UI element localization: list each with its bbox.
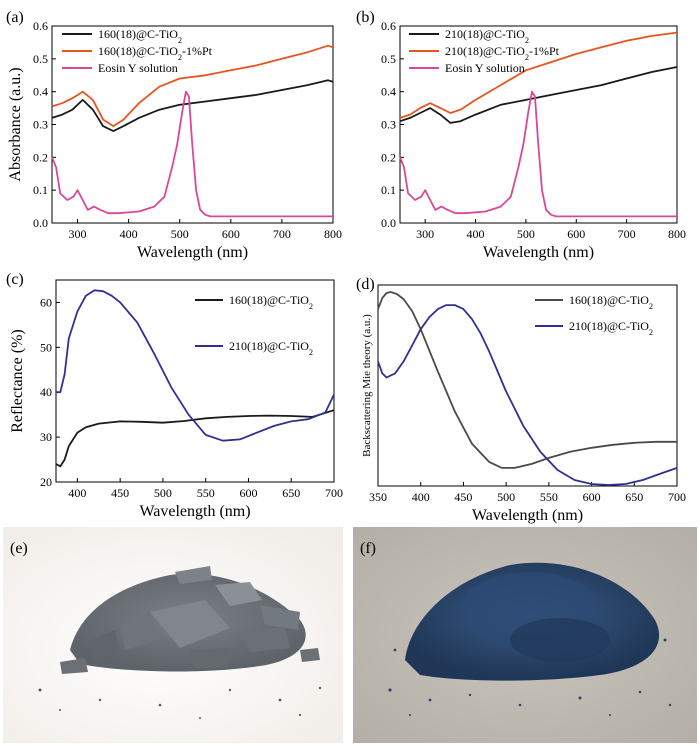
panel-label-b: (b) — [356, 9, 375, 26]
x-tick-label-d-4: 550 — [540, 490, 558, 504]
legend-label-a-2: Eosin Y solution — [98, 61, 178, 75]
x-axis-label-d: Wavelength (nm) — [472, 507, 583, 524]
x-tick-label-a-1: 400 — [120, 227, 138, 241]
plot-frame-c — [55, 279, 335, 483]
x-tick-label-c-3: 550 — [197, 486, 215, 500]
y-axis-label-a: Absorbance (a.u.) — [7, 67, 24, 181]
x-tick-label-b-0: 300 — [416, 227, 434, 241]
x-tick-label-c-2: 500 — [154, 486, 172, 500]
series-line-d-1 — [377, 304, 678, 486]
x-tick-label-d-0: 350 — [369, 490, 387, 504]
legend-label-d-0: 160(18)@C-TiO2 — [569, 293, 653, 311]
series-line-c-0 — [55, 409, 335, 468]
y-axis-label-d: Backscattering Mie theory (a.u.) — [361, 314, 373, 457]
legend-label-b-0: 210(18)@C-TiO2 — [445, 27, 529, 45]
y-tick-label-a-0: 0.0 — [33, 216, 48, 230]
legend-label-c-1: 210(18)@C-TiO2 — [229, 339, 313, 357]
legend-label-a-0: 160(18)@C-TiO2 — [98, 27, 182, 45]
chart-panel-d: 350 400 450 500 550 600 650 700 Wavelength (nm) B… — [356, 276, 686, 524]
y-tick-label-a-4: 0.4 — [33, 85, 48, 99]
photo-f-label: (f) — [360, 540, 376, 557]
series-line-b-0 — [399, 66, 678, 124]
chart-panel-c: 400 450 500 550 600 650 700 20 30 40 50 60 Wavelengt… — [6, 271, 343, 520]
photo-e: (e) — [3, 527, 343, 743]
x-tick-label-d-6: 650 — [625, 490, 643, 504]
y-tick-label-c-2: 40 — [40, 385, 52, 399]
y-tick-label-b-3: 0.3 — [381, 118, 396, 132]
x-tick-label-b-5: 800 — [668, 227, 686, 241]
y-tick-label-c-0: 20 — [40, 475, 52, 489]
blue-powder-pile — [405, 562, 660, 681]
legend-label-a-1: 160(18)@C-TiO2-1%Pt — [98, 44, 213, 62]
y-axis-label-c: Reflectance (%) — [9, 329, 26, 432]
legend-label-c-0: 160(18)@C-TiO2 — [229, 293, 313, 311]
y-tick-label-a-5: 0.5 — [33, 52, 48, 66]
y-tick-label-b-4: 0.4 — [381, 85, 396, 99]
x-axis-label-a: Wavelength (nm) — [137, 244, 248, 261]
x-tick-label-c-0: 400 — [68, 486, 86, 500]
x-tick-label-d-5: 600 — [583, 490, 601, 504]
x-tick-label-a-3: 600 — [222, 227, 240, 241]
panel-label-d: (d) — [356, 276, 375, 293]
y-tick-label-b-0: 0.0 — [381, 216, 396, 230]
x-tick-label-a-5: 800 — [324, 227, 342, 241]
x-tick-label-b-3: 600 — [567, 227, 585, 241]
chart-panel-a: 300 400 500 600 700 800 0.0 0.1 0.2 0.3 0.4 0.5 0.6 W… — [6, 9, 342, 261]
x-tick-label-b-1: 400 — [467, 227, 485, 241]
y-tick-label-a-2: 0.2 — [33, 150, 48, 164]
panel-label-c: (c) — [6, 271, 24, 288]
y-tick-label-b-6: 0.6 — [381, 19, 396, 33]
y-tick-label-a-1: 0.1 — [33, 183, 48, 197]
x-tick-label-a-4: 700 — [273, 227, 291, 241]
panel-label-a: (a) — [6, 9, 24, 26]
series-line-a-2 — [51, 90, 333, 218]
y-tick-label-a-3: 0.3 — [33, 118, 48, 132]
x-tick-label-d-7: 700 — [668, 490, 686, 504]
y-tick-label-b-2: 0.2 — [381, 150, 396, 164]
x-tick-label-d-2: 450 — [454, 490, 472, 504]
legend-label-d-1: 210(18)@C-TiO2 — [569, 319, 653, 337]
y-tick-label-c-3: 50 — [40, 340, 52, 354]
x-tick-label-c-6: 700 — [325, 486, 343, 500]
x-tick-label-a-2: 500 — [171, 227, 189, 241]
x-tick-label-b-2: 500 — [517, 227, 535, 241]
y-tick-label-b-5: 0.5 — [381, 52, 396, 66]
x-axis-label-b: Wavelength (nm) — [483, 244, 594, 261]
series-line-d-0 — [377, 291, 677, 469]
chart-panel-b: 300 400 500 600 700 800 0.0 0.1 0.2 0.3 0.4 0.5 0.6 W… — [356, 9, 686, 261]
gray-powder-pile — [60, 566, 320, 674]
x-tick-label-b-4: 700 — [618, 227, 636, 241]
x-tick-label-d-3: 500 — [497, 490, 515, 504]
series-line-c-1 — [56, 289, 335, 442]
series-line-b-1 — [399, 31, 678, 119]
y-tick-label-a-6: 0.6 — [33, 19, 48, 33]
series-line-a-0 — [51, 79, 334, 133]
x-tick-label-d-1: 400 — [412, 490, 430, 504]
y-tick-label-b-1: 0.1 — [381, 183, 396, 197]
x-tick-label-c-1: 450 — [111, 486, 129, 500]
x-axis-label-c: Wavelength (nm) — [139, 503, 250, 520]
x-tick-label-a-0: 300 — [69, 227, 87, 241]
legend-label-b-2: Eosin Y solution — [445, 61, 525, 75]
plot-frame-d — [377, 284, 678, 487]
x-tick-label-c-4: 600 — [239, 486, 257, 500]
gray-powder-specks — [38, 686, 322, 719]
y-tick-label-c-4: 60 — [40, 295, 52, 309]
photo-e-label: (e) — [10, 540, 28, 557]
legend-label-b-1: 210(18)@C-TiO2-1%Pt — [445, 44, 560, 62]
x-tick-label-c-5: 650 — [282, 486, 300, 500]
y-tick-label-c-1: 30 — [40, 430, 52, 444]
series-line-b-2 — [399, 90, 677, 218]
series-line-a-1 — [51, 44, 334, 127]
photo-f: (f) — [353, 527, 697, 743]
blue-powder-specks — [388, 638, 672, 716]
